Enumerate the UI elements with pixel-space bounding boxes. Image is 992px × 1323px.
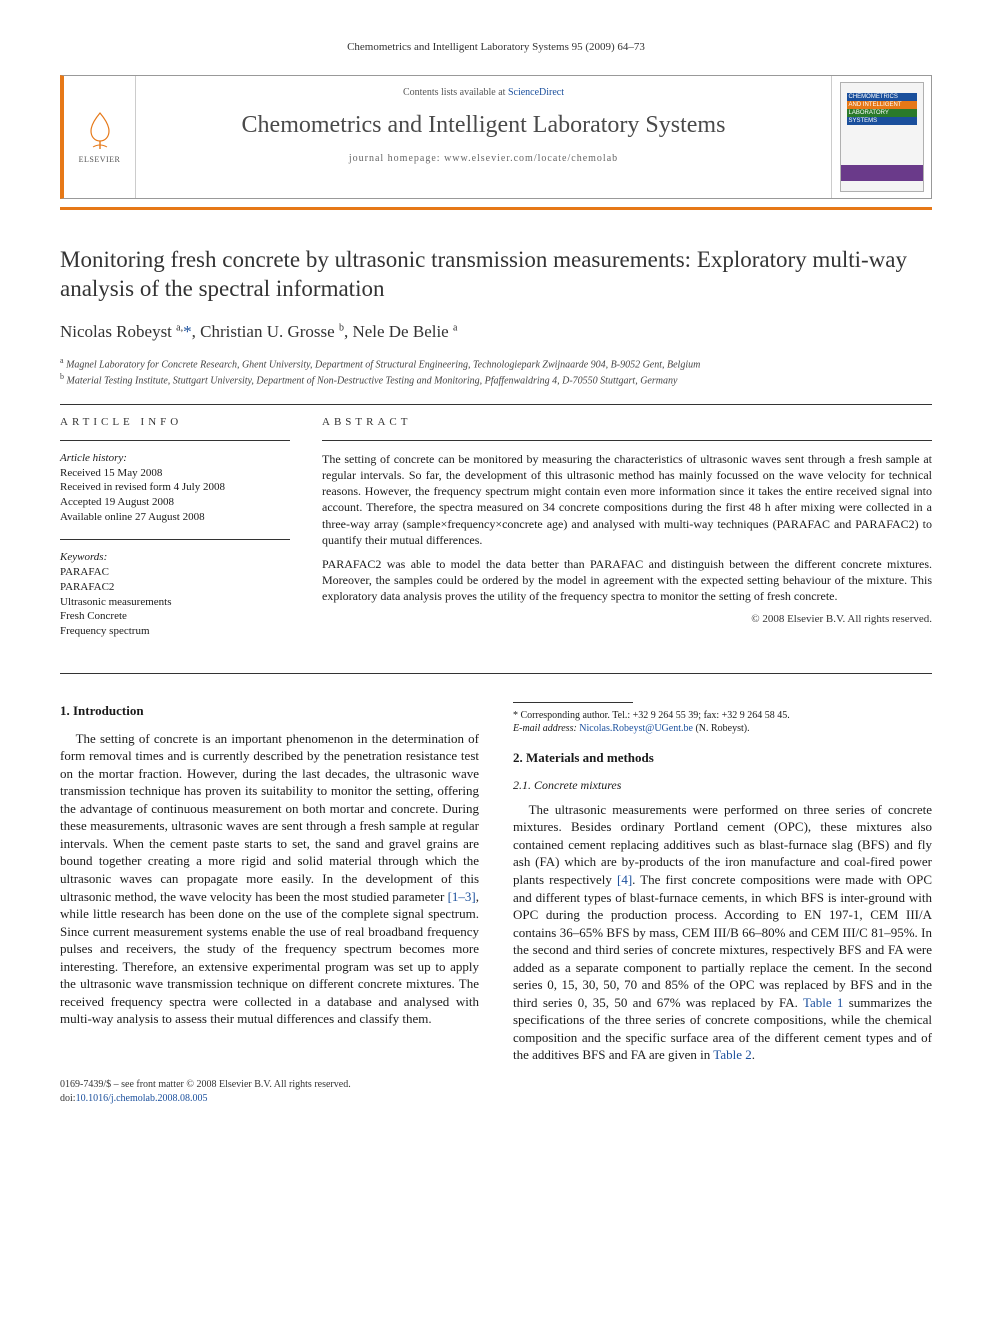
corresponding-footnote: * Corresponding author. Tel.: +32 9 264 … (513, 709, 932, 735)
footnote-tail: (N. Robeyst). (693, 723, 750, 734)
keywords-label: Keywords: (60, 550, 290, 565)
info-sub-rule (60, 440, 290, 441)
affiliations: a Magnel Laboratory for Concrete Researc… (60, 356, 932, 388)
cover-line: LABORATORY (847, 109, 917, 117)
article-title: Monitoring fresh concrete by ultrasonic … (60, 246, 932, 304)
info-top-rule (60, 404, 932, 405)
contents-available-line: Contents lists available at ScienceDirec… (150, 86, 817, 100)
table-ref-link[interactable]: Table 2 (713, 1047, 751, 1062)
text-run: , while little research has been done on… (60, 889, 479, 1027)
cover-title-strip: CHEMOMETRICS AND INTELLIGENT LABORATORY … (847, 93, 917, 125)
footnote-email-link[interactable]: Nicolas.Robeyst@UGent.be (579, 723, 693, 734)
doi-link[interactable]: 10.1016/j.chemolab.2008.08.005 (76, 1093, 208, 1104)
author-list: Nicolas Robeyst a,*, Christian U. Grosse… (60, 321, 932, 344)
ref-link[interactable]: [4] (617, 872, 632, 887)
text-run: The setting of concrete is an important … (60, 731, 479, 904)
article-info-column: ARTICLE INFO Article history: Received 1… (60, 415, 290, 653)
body-top-rule (60, 673, 932, 674)
cover-line: AND INTELLIGENT (847, 101, 917, 109)
keyword-item: Frequency spectrum (60, 624, 290, 639)
running-header: Chemometrics and Intelligent Laboratory … (60, 40, 932, 55)
journal-homepage-line: journal homepage: www.elsevier.com/locat… (150, 152, 817, 166)
doi-line: doi:10.1016/j.chemolab.2008.08.005 (60, 1092, 932, 1106)
footnote-rule (513, 702, 633, 703)
keyword-item: Fresh Concrete (60, 609, 290, 624)
text-run: . (752, 1047, 755, 1062)
copyright-line: © 2008 Elsevier B.V. All rights reserved… (322, 612, 932, 627)
abstract-text: The setting of concrete can be monitored… (322, 451, 932, 605)
keyword-item: Ultrasonic measurements (60, 595, 290, 610)
body-paragraph: The setting of concrete is an important … (60, 730, 479, 1028)
article-body: 1. Introduction The setting of concrete … (60, 702, 932, 1064)
abstract-sub-rule (322, 440, 932, 441)
orange-divider (60, 207, 932, 210)
page-footer: 0169-7439/$ – see front matter © 2008 El… (60, 1078, 932, 1105)
footnote-email-label: E-mail address: (513, 723, 577, 734)
abstract-para: PARAFAC2 was able to model the data bett… (322, 556, 932, 605)
history-item: Received in revised form 4 July 2008 (60, 480, 290, 495)
elsevier-tree-icon (77, 107, 123, 153)
cover-color-band (841, 165, 923, 181)
text-run: . The first concrete compositions were m… (513, 872, 932, 1010)
section-heading-methods: 2. Materials and methods (513, 749, 932, 767)
cover-line: SYSTEMS (847, 117, 917, 125)
info-abstract-row: ARTICLE INFO Article history: Received 1… (60, 415, 932, 653)
keyword-item: PARAFAC (60, 565, 290, 580)
abstract-para: The setting of concrete can be monitored… (322, 451, 932, 548)
article-info-heading: ARTICLE INFO (60, 415, 290, 430)
history-item: Received 15 May 2008 (60, 466, 290, 481)
publisher-label: ELSEVIER (79, 155, 121, 166)
journal-cover-thumb: CHEMOMETRICS AND INTELLIGENT LABORATORY … (840, 82, 924, 192)
sciencedirect-link[interactable]: ScienceDirect (508, 87, 564, 98)
ref-link[interactable]: [1–3] (448, 889, 476, 904)
abstract-column: ABSTRACT The setting of concrete can be … (322, 415, 932, 653)
keyword-item: PARAFAC2 (60, 580, 290, 595)
publisher-logo-block: ELSEVIER (64, 76, 136, 198)
doi-prefix: doi: (60, 1093, 76, 1104)
cover-thumbnail-wrap: CHEMOMETRICS AND INTELLIGENT LABORATORY … (831, 76, 931, 198)
info-sub-rule (60, 539, 290, 540)
history-block: Article history: Received 15 May 2008 Re… (60, 451, 290, 525)
table-ref-link[interactable]: Table 1 (803, 995, 843, 1010)
subsection-heading: 2.1. Concrete mixtures (513, 777, 932, 793)
body-paragraph: The ultrasonic measurements were perform… (513, 801, 932, 1064)
homepage-url: www.elsevier.com/locate/chemolab (444, 153, 618, 164)
footnote-line1: Corresponding author. Tel.: +32 9 264 55… (521, 710, 790, 721)
cover-line: CHEMOMETRICS (847, 93, 917, 101)
footnote-marker: * (513, 710, 518, 721)
homepage-prefix: journal homepage: (349, 153, 444, 164)
contents-prefix: Contents lists available at (403, 87, 508, 98)
front-matter-line: 0169-7439/$ – see front matter © 2008 El… (60, 1078, 932, 1092)
history-item: Available online 27 August 2008 (60, 510, 290, 525)
section-heading-intro: 1. Introduction (60, 702, 479, 720)
journal-name: Chemometrics and Intelligent Laboratory … (150, 109, 817, 141)
journal-masthead: ELSEVIER Contents lists available at Sci… (60, 75, 932, 199)
keywords-block: Keywords: PARAFAC PARAFAC2 Ultrasonic me… (60, 550, 290, 639)
masthead-center: Contents lists available at ScienceDirec… (136, 76, 831, 198)
history-label: Article history: (60, 451, 290, 466)
corresponding-footnote-block: * Corresponding author. Tel.: +32 9 264 … (513, 702, 932, 735)
history-item: Accepted 19 August 2008 (60, 495, 290, 510)
abstract-heading: ABSTRACT (322, 415, 932, 430)
